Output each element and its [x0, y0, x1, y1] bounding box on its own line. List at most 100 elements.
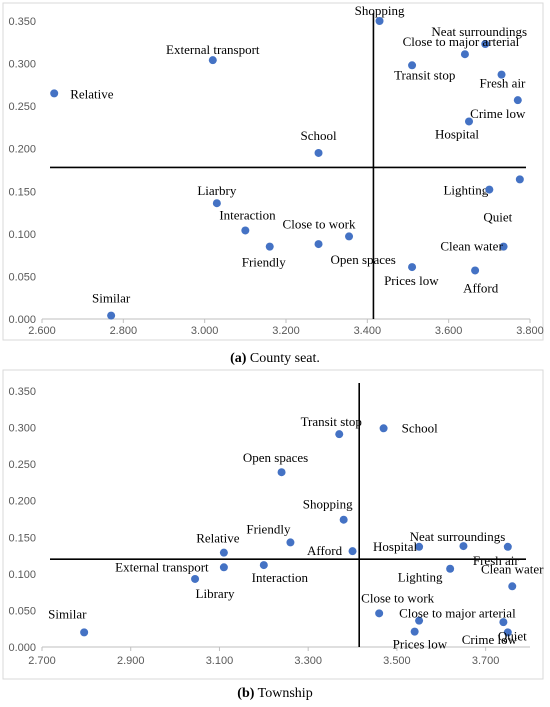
data-point-label: Fresh air — [480, 76, 527, 91]
data-point — [513, 96, 522, 105]
data-point — [107, 311, 116, 320]
data-point — [471, 266, 480, 275]
data-point — [499, 618, 508, 627]
data-point-label: Interaction — [252, 570, 309, 585]
y-tick-label: 0.300 — [8, 59, 36, 71]
y-tick-label: 0.000 — [8, 642, 36, 654]
data-point — [415, 616, 424, 625]
data-point-label: Close to work — [361, 590, 434, 605]
data-point — [191, 574, 200, 583]
data-point-label: Hospital — [435, 126, 479, 141]
x-tick-label: 3.200 — [272, 325, 300, 337]
data-point — [241, 226, 250, 235]
x-tick-label: 3.700 — [472, 655, 500, 667]
data-point — [503, 628, 512, 637]
scatter-chart-township: 0.000 0.050 0.100 0.150 0.200 0.250 0.300 0.350… — [2, 369, 544, 680]
data-point-label: Lighting — [443, 182, 488, 197]
caption-county-seat: (a) County seat. — [0, 351, 550, 367]
data-point — [481, 39, 490, 48]
data-point-label: External transport — [115, 559, 209, 574]
data-point-label: Relative — [196, 531, 240, 546]
data-point-label: Clean water — [440, 239, 503, 254]
data-point — [408, 263, 417, 272]
data-point — [339, 515, 348, 524]
data-point — [499, 242, 508, 251]
data-point — [503, 542, 512, 551]
data-point-label: Close to major arterial — [399, 606, 516, 621]
y-tick-label: 0.250 — [8, 101, 36, 113]
x-tick-label: 3.800 — [516, 325, 544, 337]
data-point-label: Fresh air — [473, 553, 520, 568]
y-tick-label: 0.050 — [8, 271, 36, 283]
caption-letter: (b) — [237, 686, 255, 701]
chart-frame — [2, 369, 544, 680]
y-tick-label: 0.200 — [8, 496, 36, 508]
data-point-label: Friendly — [246, 521, 291, 536]
y-tick-label: 0.150 — [8, 186, 36, 198]
x-tick-label: 2.900 — [117, 655, 145, 667]
data-point — [335, 430, 344, 439]
data-point — [497, 70, 506, 79]
data-point — [379, 424, 388, 433]
chart-frame — [2, 2, 544, 341]
x-tick-label: 2.800 — [110, 325, 138, 337]
y-tick-label: 0.350 — [8, 16, 36, 28]
data-point-label: Prices low — [384, 273, 439, 288]
data-point-label: Neat surroundings — [431, 24, 527, 39]
data-point — [219, 563, 228, 572]
data-point-label: Afford — [307, 543, 343, 558]
data-point-label: Relative — [70, 86, 114, 101]
data-point — [459, 542, 468, 551]
data-point-label: Crime low — [462, 632, 518, 647]
data-point — [219, 548, 228, 557]
data-point-label: Similar — [92, 291, 131, 306]
x-tick-label: 2.700 — [28, 655, 56, 667]
data-point-label: Hospital — [373, 539, 417, 554]
data-point — [408, 61, 417, 70]
caption-township: (b) Township — [0, 686, 550, 702]
chart-panel-township: 0.000 0.050 0.100 0.150 0.200 0.250 0.300 0.350… — [0, 367, 550, 682]
data-point — [515, 175, 524, 184]
y-tick-label: 0.200 — [8, 144, 36, 156]
data-point-label: School — [300, 128, 337, 143]
y-tick-label: 0.100 — [8, 569, 36, 581]
data-point — [375, 609, 384, 618]
x-tick-label: 3.100 — [206, 655, 234, 667]
data-point-label: Shopping — [355, 3, 405, 18]
data-point — [345, 232, 354, 241]
data-point — [277, 468, 286, 477]
data-point — [485, 185, 494, 194]
data-point-label: Close to major arterial — [403, 34, 520, 49]
data-point — [265, 242, 274, 251]
data-point-label: Neat surroundings — [410, 529, 506, 544]
data-point — [80, 628, 89, 637]
x-tick-label: 3.500 — [383, 655, 411, 667]
data-point-label: Prices low — [393, 637, 448, 652]
data-point — [314, 148, 323, 157]
data-point-label: External transport — [166, 42, 260, 57]
data-point-label: Similar — [48, 606, 87, 621]
data-point-label: Lighting — [398, 570, 443, 585]
data-point-label: Open spaces — [331, 252, 396, 267]
data-point-label: Friendly — [242, 255, 287, 270]
x-tick-label: 3.600 — [435, 325, 463, 337]
y-tick-label: 0.300 — [8, 423, 36, 435]
data-point — [50, 89, 59, 98]
x-tick-label: 2.600 — [28, 325, 56, 337]
data-point — [465, 117, 473, 126]
y-tick-label: 0.150 — [8, 532, 36, 544]
caption-text: County seat. — [249, 351, 320, 366]
data-point-label: Interaction — [219, 207, 276, 222]
data-point-label: Shopping — [303, 497, 353, 512]
data-point — [286, 538, 295, 547]
scatter-chart-county-seat: 0.000 0.050 0.100 0.150 0.200 0.250 0.300 0.350… — [2, 2, 544, 341]
data-point — [460, 50, 469, 59]
data-point — [410, 627, 419, 636]
data-point-label: Transit stop — [301, 414, 362, 429]
data-point-label: Quiet — [498, 628, 527, 643]
data-point-label: Library — [196, 586, 235, 601]
caption-text: Township — [257, 686, 313, 701]
data-point — [259, 561, 268, 570]
data-point — [446, 564, 455, 573]
caption-letter: (a) — [230, 351, 247, 366]
